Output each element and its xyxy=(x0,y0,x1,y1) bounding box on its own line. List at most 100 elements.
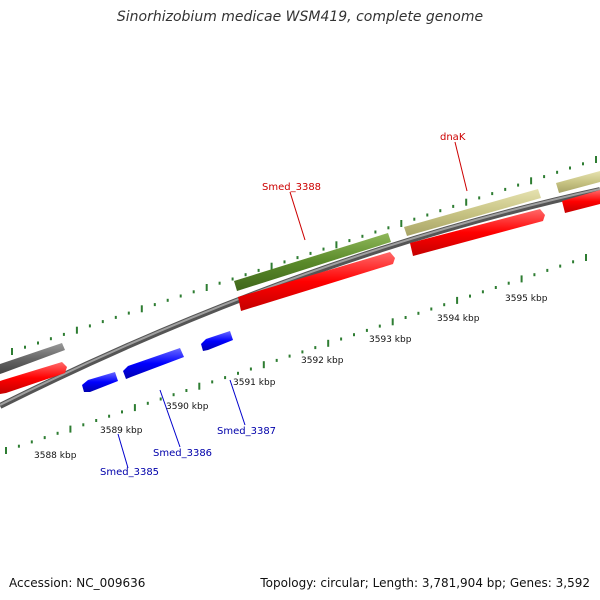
lower-tick-row xyxy=(5,254,587,454)
upper-tick-major xyxy=(530,177,533,185)
upper-tick-minor xyxy=(257,268,260,272)
leader-line-dnak xyxy=(454,141,468,192)
lower-tick-minor xyxy=(443,303,446,307)
cds-feature-smed-3385[interactable] xyxy=(82,372,118,392)
upper-tick-minor xyxy=(491,192,494,196)
kbp-label-3588: 3588 kbp xyxy=(34,451,77,461)
upper-tick-minor xyxy=(374,230,377,234)
upper-tick-minor xyxy=(452,204,455,208)
leader-line-smed-3387 xyxy=(229,379,246,426)
lower-tick-minor xyxy=(417,311,420,315)
upper-tick-minor xyxy=(179,294,182,298)
upper-tick-minor xyxy=(37,341,39,345)
upper-tick-minor xyxy=(413,217,416,221)
lower-tick-minor xyxy=(430,307,433,311)
upper-tick-minor xyxy=(166,298,169,302)
cds-feature-smed-3388[interactable] xyxy=(238,252,395,311)
lower-tick-minor xyxy=(365,328,368,332)
cds-feature-smed-3386[interactable] xyxy=(123,348,184,379)
upper-tick-minor xyxy=(127,311,130,315)
lower-tick-minor xyxy=(159,397,162,401)
lower-tick-minor xyxy=(533,273,536,277)
lower-tick-major xyxy=(69,425,72,433)
lower-tick-major xyxy=(391,318,394,326)
upper-tick-minor xyxy=(504,187,507,191)
leader-line-smed-3388 xyxy=(289,191,306,241)
lower-tick-minor xyxy=(146,401,149,405)
upper-tick-minor xyxy=(569,166,571,170)
lower-tick-major xyxy=(456,296,459,304)
upper-tick-major xyxy=(595,156,597,163)
upper-tick-major xyxy=(11,348,13,355)
upper-tick-major xyxy=(270,262,273,270)
upper-tick-major xyxy=(465,198,468,206)
upper-tick-minor xyxy=(88,324,91,328)
upper-tick-minor xyxy=(62,332,65,336)
upper-tick-minor xyxy=(309,251,312,255)
topology-label: Topology: circular; Length: 3,781,904 bp… xyxy=(260,576,590,590)
upper-tick-row xyxy=(11,156,597,355)
upper-tick-minor xyxy=(439,209,442,213)
lower-tick-minor xyxy=(404,316,407,319)
gene-feature-right-khaki[interactable] xyxy=(556,171,600,193)
gene-label-smed-3388[interactable]: Smed_3388 xyxy=(262,182,321,193)
lower-tick-minor xyxy=(30,440,33,444)
upper-tick-minor xyxy=(348,239,351,243)
gene-label-dnak[interactable]: dnaK xyxy=(440,132,466,143)
kbp-label-3592: 3592 kbp xyxy=(301,356,344,366)
gene-label-smed-3387[interactable]: Smed_3387 xyxy=(217,426,276,437)
upper-tick-minor xyxy=(244,273,247,277)
lower-tick-minor xyxy=(314,346,317,350)
upper-tick-minor xyxy=(114,315,117,319)
kbp-label-3591: 3591 kbp xyxy=(233,378,276,388)
lower-tick-minor xyxy=(108,414,111,418)
lower-tick-minor xyxy=(469,294,471,298)
gene-label-smed-3386[interactable]: Smed_3386 xyxy=(153,448,212,459)
lower-tick-major xyxy=(520,275,523,283)
lower-tick-minor xyxy=(378,324,381,328)
upper-tick-minor xyxy=(49,337,52,341)
gene-feature-dnak[interactable] xyxy=(404,189,541,236)
upper-tick-minor xyxy=(192,290,195,294)
lower-tick-major xyxy=(262,361,265,369)
upper-tick-major xyxy=(75,326,78,334)
cds-feature-dnak[interactable] xyxy=(410,209,545,256)
lower-tick-minor xyxy=(211,380,214,384)
upper-tick-minor xyxy=(218,281,221,285)
lower-tick-minor xyxy=(288,354,291,358)
upper-tick-minor xyxy=(24,345,26,349)
lower-tick-minor xyxy=(546,268,549,272)
map-title: Sinorhizobium medicae WSM419, complete g… xyxy=(116,9,484,25)
lower-tick-minor xyxy=(56,431,59,435)
lower-tick-minor xyxy=(572,260,575,264)
lower-tick-minor xyxy=(481,290,484,294)
upper-tick-minor xyxy=(543,175,546,179)
kbp-label-3590: 3590 kbp xyxy=(166,402,209,412)
genome-backbone-highlight xyxy=(0,188,600,406)
cds-feature-smed-3387[interactable] xyxy=(201,331,233,351)
lower-tick-minor xyxy=(559,264,562,268)
kbp-label-3594: 3594 kbp xyxy=(437,314,480,324)
lower-tick-minor xyxy=(353,333,355,337)
cds-feature-right[interactable] xyxy=(562,190,600,213)
lower-tick-major xyxy=(198,382,201,390)
lower-tick-minor xyxy=(121,410,123,414)
upper-tick-minor xyxy=(426,213,429,217)
lower-tick-major xyxy=(327,339,330,347)
cds-feature-left[interactable] xyxy=(0,362,67,394)
kbp-label-3595: 3595 kbp xyxy=(505,294,548,304)
upper-tick-minor xyxy=(387,226,390,230)
gene-feature-smed-3388[interactable] xyxy=(234,233,391,291)
gene-label-smed-3385[interactable]: Smed_3385 xyxy=(100,467,159,478)
upper-tick-minor xyxy=(517,183,520,187)
lower-tick-minor xyxy=(95,419,98,422)
upper-tick-minor xyxy=(322,247,325,251)
kbp-label-3589: 3589 kbp xyxy=(100,426,143,436)
lower-tick-minor xyxy=(43,436,46,440)
upper-tick-minor xyxy=(153,303,156,307)
upper-tick-major xyxy=(205,284,208,291)
gene-feature-gray[interactable] xyxy=(0,343,65,374)
upper-tick-minor xyxy=(556,170,559,174)
lower-tick-minor xyxy=(17,444,20,448)
